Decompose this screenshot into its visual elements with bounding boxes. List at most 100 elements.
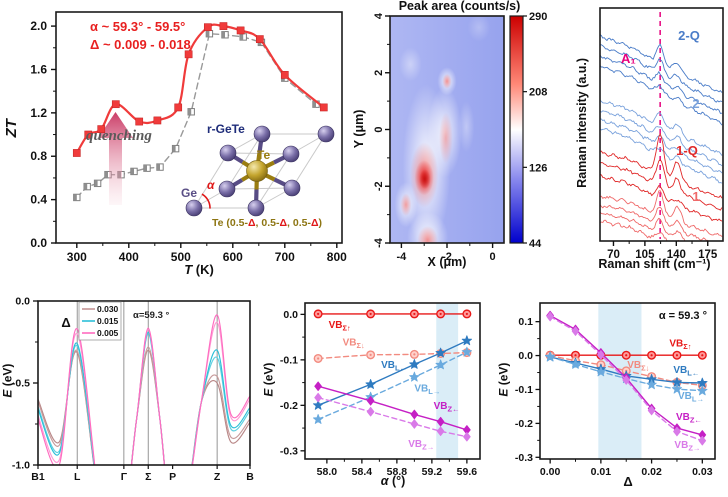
series-label-L→: VBL→	[414, 384, 440, 397]
svg-text:500: 500	[171, 250, 191, 264]
bands-y-axis-label: E (eV)	[0, 363, 15, 398]
svg-text:-0.2: -0.2	[515, 418, 533, 430]
svg-text:α = 59.3 °: α = 59.3 °	[659, 310, 707, 322]
alpha-chart-canvas: VBΣ↑ VBΣ↓ VBL← VBL→ VBZ← VBZ→ 58.0 58.4 58.8 59.2…	[280, 302, 481, 478]
svg-text:59.2: 59.2	[422, 466, 443, 478]
bands-canvas: 0.0 -0.5 -1.0B1 L Γ Σ P Z B Δ 0.030 0.015 0.005 α=59.…	[12, 296, 254, 484]
series-label-Σ↑: VBΣ↑	[329, 320, 351, 333]
zt-x-axis-label: T (K)	[184, 262, 214, 277]
svg-text:2-Q: 2-Q	[678, 28, 700, 43]
svg-text:B1: B1	[31, 471, 45, 483]
svg-text:2: 2	[373, 70, 385, 76]
svg-text:2.0: 2.0	[30, 19, 47, 33]
svg-text:-0.5: -0.5	[12, 378, 30, 390]
panel-zt-temperature: 300 400 500 600 700 800 0.0 0.4 0.8 1.2 1.6 2.0 ZT …	[0, 0, 352, 285]
panel-band-structure: 0.0 -0.5 -1.0 B1 L Γ Σ P Z B Δ 0.030 0.015 0.005 α=59.…	[0, 287, 258, 497]
svg-text:208: 208	[529, 87, 547, 99]
svg-text:105: 105	[635, 249, 655, 261]
a1-mode-label: A₁	[621, 51, 636, 66]
panel-peak-area-map: -4 -2 0 4 2 0 -2 -4 290 208 126 44 Peak area (count…	[352, 0, 578, 285]
panel-energy-vs-alpha: VBΣ↑ VBΣ↓ VBL← VBL→ VBZ← VBZ→ 58.0 58.4 58.8 59.2…	[258, 287, 493, 497]
svg-text:-1.0: -1.0	[12, 460, 30, 472]
series-label-Σ↓: VBΣ↓	[343, 337, 365, 350]
series-label-L←: VBL←	[673, 365, 699, 378]
delta-x-axis-label: Δ	[623, 474, 633, 489]
zt-y-axis-label: ZT	[2, 119, 20, 138]
svg-text:0.03: 0.03	[692, 466, 713, 478]
series-label-Z→: VBZ→	[408, 439, 434, 452]
alpha-x-axis-label: α (°)	[380, 474, 406, 488]
inset-caption-part: , 0.5-	[255, 217, 280, 229]
svg-text:0.0: 0.0	[283, 309, 298, 321]
svg-text:P: P	[169, 471, 176, 483]
inset-caption-part: Δ	[247, 217, 256, 229]
raman-x-axis-label: Raman shift (cm⁻¹)	[598, 257, 711, 271]
svg-text:-0.2: -0.2	[280, 400, 298, 412]
quenching-label: quenching	[86, 128, 152, 144]
svg-text:-2: -2	[442, 251, 452, 263]
svg-text:58.0: 58.0	[317, 466, 338, 478]
series-label-Z←: VBZ←	[676, 412, 702, 425]
svg-text:-0.3: -0.3	[515, 452, 533, 464]
panel-energy-vs-delta: VBΣ↑ VBΣ↓ VBL← VBL→ VBZ← VBZ→ 0.00 0.01 0.02 0.03…	[493, 287, 728, 497]
svg-text:0.030: 0.030	[97, 304, 119, 314]
inset-caption: Te (0.5-Δ, 0.5-Δ, 0.5-Δ)	[178, 217, 356, 230]
zt-plot: 300 400 500 600 700 800 0.0 0.4 0.8 1.2 1.6 2.0	[30, 11, 347, 264]
svg-text:59.6: 59.6	[457, 466, 478, 478]
svg-text:0.0: 0.0	[30, 236, 47, 250]
svg-text:0.0: 0.0	[15, 296, 30, 308]
svg-text:-4: -4	[397, 251, 408, 263]
svg-text:1-Q: 1-Q	[676, 143, 698, 158]
delta-y-axis-label: E (eV)	[496, 362, 511, 397]
svg-text:-2: -2	[373, 181, 385, 191]
svg-text:800: 800	[327, 250, 347, 264]
svg-text:400: 400	[119, 250, 139, 264]
inset-title-rgete: r-GeTe	[207, 122, 245, 136]
svg-text:290: 290	[529, 11, 547, 23]
svg-text:1.2: 1.2	[30, 106, 47, 120]
delta-chart-canvas: VBΣ↑ VBΣ↓ VBL← VBL→ VBZ← VBZ→ 0.00 0.01 0.02 0.03…	[515, 302, 716, 478]
svg-text:-0.1: -0.1	[515, 384, 533, 396]
svg-text:Γ: Γ	[121, 471, 128, 483]
annotation-alpha-range: α ~ 59.3° - 59.5°	[90, 19, 186, 34]
series-label-L←: VBL←	[381, 360, 407, 373]
svg-text:-0.3: -0.3	[280, 445, 298, 457]
series-label-Z←: VBZ←	[434, 401, 460, 414]
raman-y-axis-label: Raman intensity (a.u.)	[575, 57, 590, 188]
alpha-y-axis-label: E (eV)	[261, 362, 276, 397]
heatmap-canvas: -4 -2 0 4 2 0 -2 -4 290 208 126 44	[373, 11, 547, 263]
inset-caption-part: )	[318, 217, 323, 229]
colorbar	[509, 15, 524, 244]
svg-text:0: 0	[490, 251, 496, 263]
svg-text:Δ: Δ	[61, 315, 70, 330]
svg-text:0.01: 0.01	[591, 466, 612, 478]
series-label-Σ↓: VBΣ↓	[627, 360, 649, 373]
svg-text:0.8: 0.8	[30, 149, 47, 163]
heatmap-title: Peak area (counts/s)	[398, 0, 521, 13]
svg-text:0.4: 0.4	[30, 193, 47, 207]
svg-text:L: L	[74, 471, 81, 483]
svg-text:70: 70	[607, 249, 620, 261]
svg-text:0.1: 0.1	[518, 316, 533, 328]
heatmap-x-axis-label: X (μm)	[427, 255, 467, 269]
bands-legend: Δ 0.030 0.015 0.005	[61, 301, 122, 341]
series-label-L→: VBL→	[678, 391, 704, 404]
inset-caption-part: Te (0.5-	[212, 217, 248, 229]
svg-text:2: 2	[692, 96, 699, 111]
svg-text:175: 175	[698, 249, 718, 261]
svg-text:600: 600	[223, 250, 243, 264]
svg-text:300: 300	[67, 250, 87, 264]
panel-raman-spectra: 2-Q 2 1-Q 1 70 105 140 175 Raman intensity (a.u…	[575, 0, 728, 285]
svg-text:44: 44	[529, 238, 542, 250]
highlight-band	[436, 303, 459, 459]
svg-text:-4: -4	[373, 237, 385, 248]
svg-text:1.6: 1.6	[30, 62, 47, 76]
svg-text:0.015: 0.015	[97, 316, 119, 326]
svg-text:140: 140	[667, 249, 686, 261]
svg-text:58.4: 58.4	[352, 466, 373, 478]
svg-text:B: B	[246, 471, 254, 483]
inset-caption-part: Δ	[279, 217, 288, 229]
inset-te-label: Te	[257, 148, 271, 162]
svg-text:0.0: 0.0	[518, 350, 533, 362]
